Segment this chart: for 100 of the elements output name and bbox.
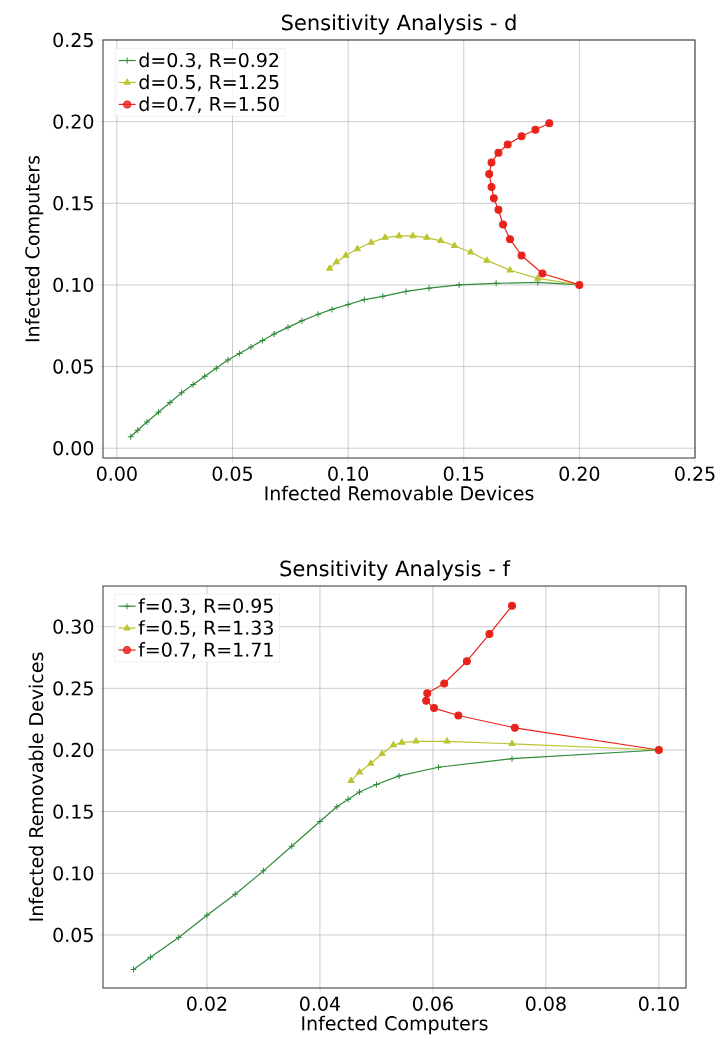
point	[258, 336, 266, 344]
y-tick-label: 0.20	[53, 742, 93, 758]
legend-label: d=0.7, R=1.50	[139, 96, 279, 114]
point	[355, 788, 363, 796]
point	[421, 696, 430, 705]
point	[454, 711, 463, 720]
point	[425, 284, 433, 292]
x-tick-label: 0.00	[96, 466, 137, 481]
point	[434, 763, 442, 771]
y-tick-label: 0.25	[53, 681, 93, 696]
point	[353, 244, 361, 252]
point	[224, 356, 232, 364]
point	[422, 233, 431, 240]
point	[517, 132, 526, 141]
point	[439, 679, 448, 688]
point	[494, 148, 503, 157]
point	[379, 292, 387, 300]
point	[506, 266, 514, 273]
point	[367, 759, 375, 766]
point	[342, 251, 350, 258]
x-tick-label: 0.04	[299, 996, 340, 1011]
y-tick-label: 0.05	[53, 359, 93, 374]
x-axis-title: Infected Computers	[302, 1015, 488, 1035]
x-tick-label: 0.10	[327, 466, 368, 481]
point	[533, 274, 542, 281]
y-tick-label: 0.20	[53, 114, 93, 129]
point	[395, 772, 403, 780]
x-tick-label: 0.20	[559, 466, 600, 481]
point	[143, 418, 151, 426]
point	[347, 776, 355, 784]
x-tick-label: 0.06	[412, 996, 453, 1011]
point	[314, 310, 322, 318]
point	[443, 737, 451, 744]
point	[423, 689, 432, 698]
point	[545, 119, 554, 128]
point	[508, 739, 516, 747]
point	[455, 281, 463, 289]
point	[174, 933, 182, 941]
x-tick-label: 0.10	[638, 996, 679, 1011]
point	[133, 426, 141, 434]
point	[484, 169, 493, 178]
point	[395, 231, 403, 239]
point	[485, 630, 494, 639]
y-tick-label: 0.05	[53, 927, 93, 943]
chart-title: Sensitivity Analysis - d	[281, 14, 516, 35]
point	[201, 372, 209, 380]
y-tick-label: 0.25	[53, 32, 93, 48]
y-tick-label: 0.15	[53, 196, 93, 211]
point	[538, 269, 547, 278]
x-tick-label: 0.05	[212, 466, 252, 481]
point	[378, 749, 386, 756]
point	[284, 323, 292, 331]
point	[492, 279, 500, 287]
legend-label: d=0.3, R=0.92	[139, 52, 278, 70]
point	[483, 256, 491, 263]
point	[498, 220, 507, 229]
x-tick-label: 0.02	[186, 996, 226, 1011]
point	[344, 795, 352, 803]
x-tick-label: 0.25	[674, 466, 715, 481]
point	[429, 704, 438, 713]
point	[507, 601, 516, 610]
point	[355, 768, 363, 775]
point	[154, 408, 162, 416]
legend-label: f=0.3, R=0.95	[138, 598, 273, 615]
point	[508, 755, 516, 763]
point	[372, 781, 380, 789]
point	[146, 953, 154, 961]
legend-label: f=0.5, R=1.33	[138, 620, 273, 637]
point	[462, 657, 471, 666]
y-tick-label: 0.30	[53, 619, 93, 634]
point	[212, 364, 220, 372]
point	[517, 251, 526, 260]
y-axis-title: Infected Computers	[24, 155, 44, 342]
point	[344, 301, 352, 309]
point	[489, 194, 498, 203]
point	[231, 890, 239, 898]
point	[487, 182, 496, 191]
point	[328, 305, 336, 313]
point	[203, 911, 211, 919]
point	[166, 398, 174, 406]
point	[381, 233, 389, 240]
point	[389, 741, 397, 748]
point	[436, 236, 444, 244]
point	[189, 381, 197, 389]
point	[402, 287, 410, 295]
point	[505, 235, 514, 244]
x-tick-label: 0.08	[525, 996, 566, 1011]
y-tick-label: 0.15	[53, 804, 93, 819]
point	[287, 842, 295, 850]
chart-title: Sensitivity Analysis - f	[280, 560, 511, 581]
point	[503, 140, 512, 149]
point	[325, 264, 333, 271]
point	[332, 258, 340, 265]
legend-label: f=0.7, R=1.71	[138, 642, 273, 659]
point	[531, 125, 540, 134]
point	[494, 205, 503, 214]
point	[412, 737, 420, 744]
point	[466, 248, 474, 255]
y-tick-label: 0.00	[53, 441, 93, 456]
point	[510, 723, 519, 732]
